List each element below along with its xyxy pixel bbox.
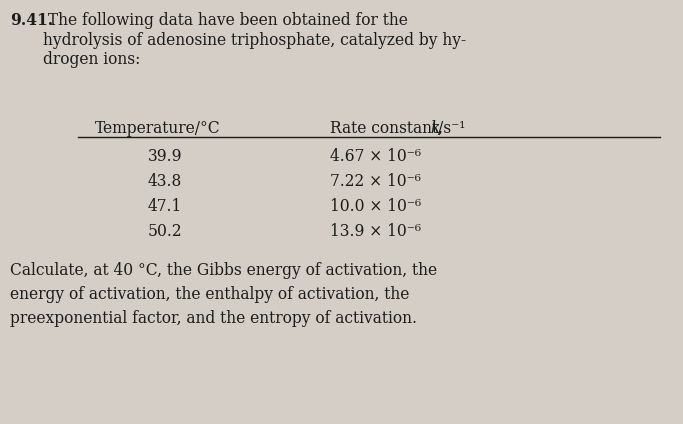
Text: The following data have been obtained for the
hydrolysis of adenosine triphospha: The following data have been obtained fo… — [43, 12, 466, 68]
Text: Rate constant,: Rate constant, — [330, 120, 448, 137]
Text: 50.2: 50.2 — [148, 223, 182, 240]
Text: 43.8: 43.8 — [148, 173, 182, 190]
Text: Calculate, at 40 °C, the Gibbs energy of activation, the
energy of activation, t: Calculate, at 40 °C, the Gibbs energy of… — [10, 262, 437, 327]
Text: k: k — [430, 120, 439, 137]
Text: 7.22 × 10⁻⁶: 7.22 × 10⁻⁶ — [330, 173, 421, 190]
Text: 39.9: 39.9 — [148, 148, 182, 165]
Text: /s⁻¹: /s⁻¹ — [438, 120, 465, 137]
Text: 47.1: 47.1 — [148, 198, 182, 215]
Text: 9.41.: 9.41. — [10, 12, 53, 29]
Text: Temperature/°C: Temperature/°C — [95, 120, 221, 137]
Text: 4.67 × 10⁻⁶: 4.67 × 10⁻⁶ — [330, 148, 421, 165]
Text: 10.0 × 10⁻⁶: 10.0 × 10⁻⁶ — [330, 198, 421, 215]
Text: 13.9 × 10⁻⁶: 13.9 × 10⁻⁶ — [330, 223, 421, 240]
